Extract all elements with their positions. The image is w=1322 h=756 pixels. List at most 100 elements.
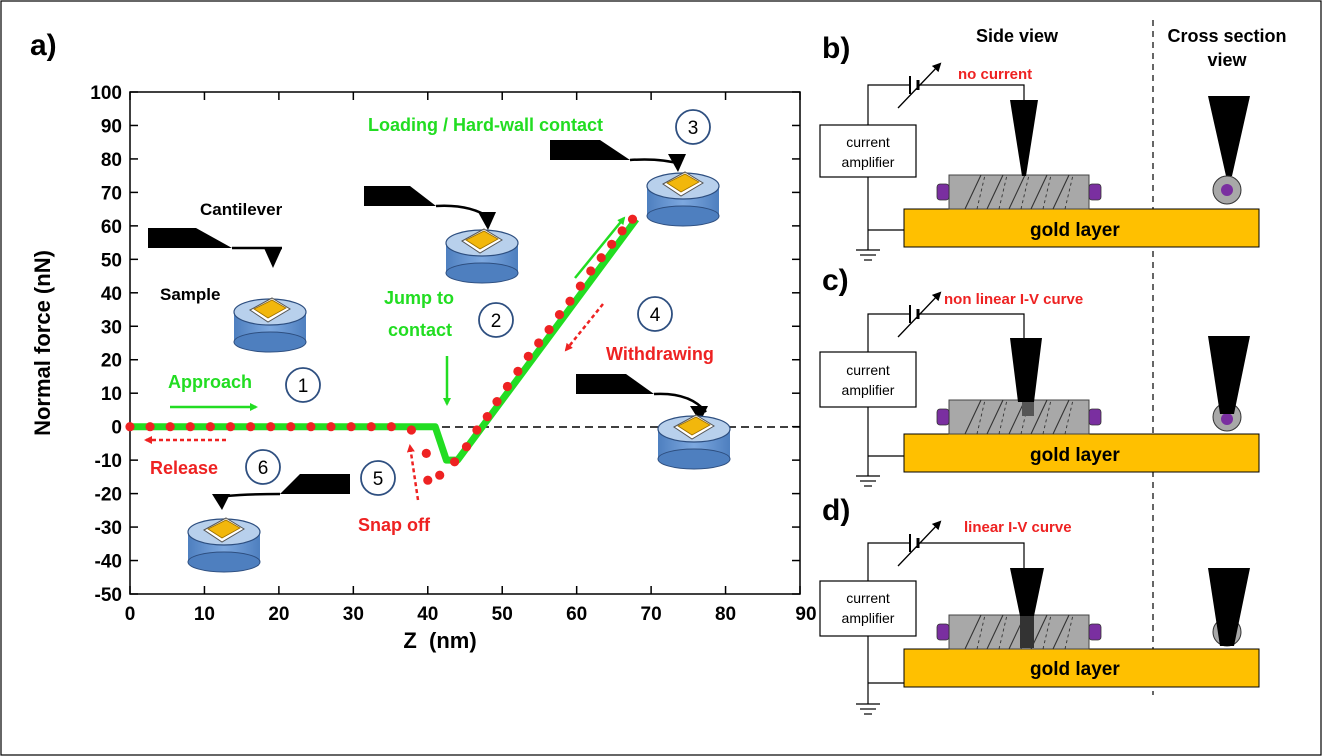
data-point-red: [326, 422, 336, 432]
y-tick-label: 0: [111, 418, 122, 439]
cantilever-sketch-free: [148, 228, 282, 268]
data-point-red: [502, 381, 512, 392]
y-tick-label: 90: [101, 116, 122, 137]
data-point-red: [266, 422, 276, 432]
data-point-red: [492, 397, 502, 407]
data-point-red: [472, 425, 482, 435]
label-b: no current: [958, 66, 1032, 83]
y-tick-label: 20: [101, 351, 122, 372]
label-c: non linear I-V curve: [944, 291, 1083, 308]
withdraw-arrow: [564, 303, 604, 352]
sample-sketch-1: [233, 297, 307, 353]
y-tick-label: 70: [101, 183, 122, 204]
y-tick-label: 30: [101, 317, 122, 338]
step-6-label: 6: [258, 458, 269, 479]
step-6-badge: [245, 449, 281, 485]
annotation-snapoff: Snap off: [358, 515, 431, 535]
data-point-red: [145, 422, 155, 432]
step-1-label: 1: [298, 376, 309, 397]
cantilever-sketch-loaded: [550, 140, 686, 172]
y-tick-label: 60: [101, 217, 122, 238]
step-3-badge: [675, 109, 711, 145]
data-point-red: [607, 239, 617, 249]
circuit-c: [819, 291, 1260, 487]
x-tick-label: 20: [268, 604, 289, 625]
data-point-red: [366, 422, 376, 432]
y-tick-label: 50: [101, 250, 122, 271]
data-point-red: [435, 470, 445, 480]
plot-area: [129, 91, 801, 595]
cantilever-sketch-release: [212, 474, 350, 510]
x-tick-label: 80: [715, 604, 736, 625]
amp-d-line1: current: [846, 590, 890, 606]
x-tick-label: 60: [566, 604, 587, 625]
data-point-red: [544, 325, 554, 335]
y-tick-label: 100: [90, 83, 122, 104]
data-point-red: [565, 296, 575, 306]
amp-b-line1: current: [846, 134, 890, 150]
data-point-red: [513, 366, 523, 376]
data-point-red: [423, 475, 433, 485]
amp-c-line2: amplifier: [842, 382, 895, 398]
data-point-red: [185, 422, 195, 432]
snapoff-arrow: [406, 444, 420, 501]
data-point-red: [554, 310, 565, 320]
x-tick-label: 90: [795, 604, 816, 625]
y-tick-label: -40: [95, 552, 122, 573]
data-point-red: [586, 266, 596, 276]
data-point-red: [225, 422, 236, 432]
data-point-red: [306, 422, 316, 432]
step-5-badge: [360, 460, 396, 496]
y-axis-label: Normal force (nN): [30, 250, 55, 436]
step-2-badge: [478, 302, 514, 338]
annotation-approach: Approach: [168, 372, 252, 392]
panel-label-b: b): [822, 32, 850, 65]
sample-sketch-5: [187, 517, 261, 573]
annotation-cantilever: Cantilever: [200, 200, 283, 219]
data-point-red: [125, 422, 135, 432]
y-tick-label: 40: [101, 284, 122, 305]
data-point-red: [461, 442, 472, 452]
x-tick-label: 10: [194, 604, 215, 625]
label-d: linear I-V curve: [964, 519, 1072, 536]
sample-sketch-2: [445, 228, 519, 284]
data-point-red: [421, 448, 431, 458]
data-point-red: [482, 412, 492, 422]
data-point-red: [523, 351, 533, 361]
circuit-b: [819, 62, 1260, 261]
data-point-red: [386, 422, 396, 432]
step-5-label: 5: [373, 469, 384, 490]
data-point-red: [346, 422, 356, 432]
x-axis-label: Z (nm): [403, 628, 476, 653]
data-point-red: [534, 338, 544, 348]
gold-label-b: gold layer: [1030, 220, 1120, 241]
sample-sketch-3: [646, 171, 720, 227]
data-point-red: [596, 253, 606, 263]
series-group: [125, 214, 640, 485]
circuit-d: [819, 520, 1260, 715]
y-tick-label: -50: [95, 585, 122, 606]
annotation-jump-2: contact: [388, 320, 452, 340]
panel-label-c: c): [822, 264, 849, 297]
step-2-label: 2: [491, 311, 502, 332]
amp-d-line2: amplifier: [842, 610, 895, 626]
cantilever-sketch-withdraw: [576, 374, 708, 422]
data-point-red: [575, 281, 586, 291]
data-point-red: [165, 422, 175, 432]
x-tick-label: 40: [417, 604, 438, 625]
data-point-red: [617, 226, 627, 236]
data-point-red: [246, 422, 256, 432]
annotation-withdrawing: Withdrawing: [606, 344, 714, 364]
data-point-red: [627, 214, 638, 224]
amp-c-line1: current: [846, 362, 890, 378]
gold-label-c: gold layer: [1030, 445, 1120, 466]
annotation-jump-1: Jump to: [384, 288, 454, 308]
sample-sketch-4: [657, 414, 731, 470]
cantilever-sketch-jump: [364, 186, 496, 230]
amp-b-line2: amplifier: [842, 154, 895, 170]
loading-arrow: [574, 216, 626, 279]
x-tick-label: 0: [125, 604, 136, 625]
step-3-label: 3: [688, 118, 699, 139]
annotation-release: Release: [150, 458, 218, 478]
